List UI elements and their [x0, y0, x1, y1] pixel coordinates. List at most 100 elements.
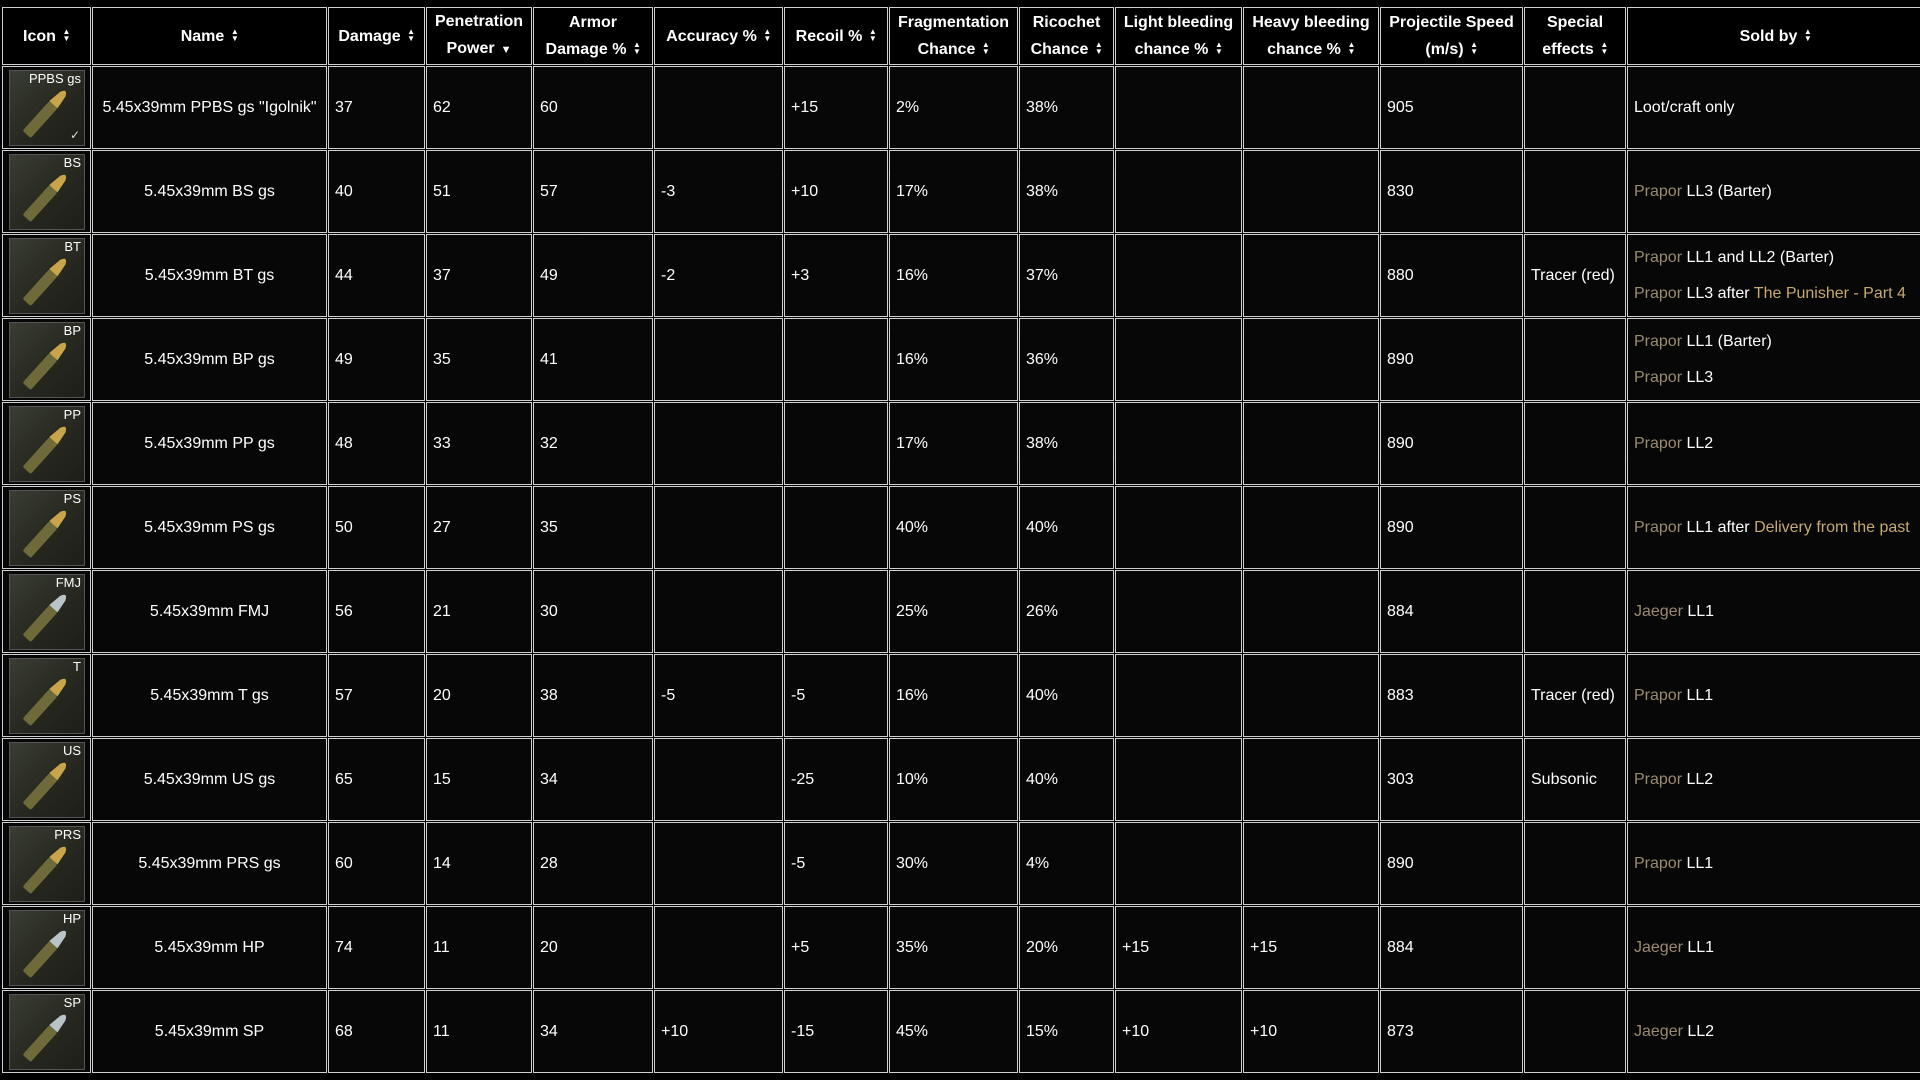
recoil-value	[784, 402, 888, 485]
damage-value: 50	[328, 486, 425, 569]
ammo-name[interactable]: 5.45x39mm T gs	[92, 654, 327, 737]
ammo-name[interactable]: 5.45x39mm SP	[92, 990, 327, 1073]
sort-up-down-icon[interactable]: ▲▼	[1214, 40, 1224, 54]
damage-value: 40	[328, 150, 425, 233]
sort-up-down-icon[interactable]: ▲▼	[632, 40, 642, 54]
ammo-code-label: PPBS gs	[28, 70, 81, 86]
ammo-icon[interactable]: PPBS gs ✓	[9, 69, 85, 146]
ricochet-value: 40%	[1019, 654, 1114, 737]
sort-down-icon[interactable]: ▼	[500, 44, 512, 56]
trader-link[interactable]: Jaeger	[1634, 602, 1683, 620]
bullet-icon	[23, 846, 67, 893]
column-header[interactable]: Armor Damage % ▲▼	[533, 7, 653, 65]
ammo-icon[interactable]: PP	[9, 405, 85, 482]
sort-up-down-icon[interactable]: ▲▼	[1599, 40, 1609, 54]
ammo-icon[interactable]: BS	[9, 153, 85, 230]
trader-link[interactable]: Prapor	[1634, 332, 1683, 350]
trader-link[interactable]: Jaeger	[1634, 938, 1683, 956]
ricochet-value: 40%	[1019, 486, 1114, 569]
sold-by-cell: Prapor LL1 and LL2 (Barter) Prapor LL3 af…	[1627, 234, 1920, 317]
penetration-value: 37	[426, 234, 532, 317]
ammo-table: Icon ▲▼ Name ▲▼ Damage ▲▼ Penetration Power ▼ Arm…	[0, 5, 1920, 1075]
ammo-icon[interactable]: BP	[9, 321, 85, 398]
light-bleeding-value	[1115, 738, 1242, 821]
ammo-name[interactable]: 5.45x39mm PRS gs	[92, 822, 327, 905]
sort-up-down-icon[interactable]: ▲▼	[1094, 40, 1104, 54]
penetration-value: 33	[426, 402, 532, 485]
light-bleeding-value	[1115, 486, 1242, 569]
sort-up-down-icon[interactable]: ▲▼	[61, 26, 71, 41]
recoil-value: +3	[784, 234, 888, 317]
trader-link[interactable]: Prapor	[1634, 518, 1683, 536]
sort-up-down-icon[interactable]: ▲▼	[868, 26, 878, 41]
trader-link[interactable]: Prapor	[1634, 368, 1683, 386]
ammo-icon[interactable]: US	[9, 741, 85, 818]
trader-link[interactable]: Prapor	[1634, 854, 1683, 872]
ammo-name[interactable]: 5.45x39mm BS gs	[92, 150, 327, 233]
column-header[interactable]: Heavy bleeding chance % ▲▼	[1243, 7, 1379, 65]
trader-link[interactable]: Prapor	[1634, 686, 1683, 704]
ammo-icon[interactable]: T	[9, 657, 85, 734]
quest-link[interactable]: Delivery from the past	[1754, 518, 1910, 536]
column-header[interactable]: Special effects ▲▼	[1524, 7, 1626, 65]
column-header[interactable]: Sold by ▲▼	[1627, 7, 1920, 65]
column-header[interactable]: Light bleeding chance % ▲▼	[1115, 7, 1242, 65]
column-header[interactable]: Projectile Speed (m/s) ▲▼	[1380, 7, 1523, 65]
sort-up-down-icon[interactable]: ▲▼	[1346, 40, 1356, 54]
quest-link[interactable]: The Punisher - Part 4	[1753, 284, 1906, 302]
ammo-name[interactable]: 5.45x39mm PP gs	[92, 402, 327, 485]
sort-up-down-icon[interactable]: ▲▼	[1469, 40, 1479, 54]
sort-up-down-icon[interactable]: ▲▼	[1803, 26, 1813, 41]
column-header-label: (m/s)	[1425, 41, 1464, 58]
sort-up-down-icon[interactable]: ▲▼	[762, 26, 772, 41]
column-header[interactable]: Icon ▲▼	[2, 7, 91, 65]
damage-value: 37	[328, 66, 425, 149]
trader-link[interactable]: Prapor	[1634, 284, 1683, 302]
column-header[interactable]: Recoil % ▲▼	[784, 7, 888, 65]
light-bleeding-value	[1115, 822, 1242, 905]
trader-link[interactable]: Prapor	[1634, 182, 1683, 200]
projectile-speed-value: 873	[1380, 990, 1523, 1073]
sold-by-text: LL1	[1682, 686, 1714, 704]
ammo-name[interactable]: 5.45x39mm BT gs	[92, 234, 327, 317]
accuracy-value	[654, 906, 783, 989]
sort-up-down-icon[interactable]: ▲▼	[230, 26, 240, 41]
sort-up-down-icon[interactable]: ▲▼	[406, 26, 416, 41]
ammo-icon[interactable]: FMJ	[9, 573, 85, 650]
armor-damage-value: 49	[533, 234, 653, 317]
column-header-label: Damage	[338, 27, 401, 45]
ammo-name[interactable]: 5.45x39mm HP	[92, 906, 327, 989]
special-effects-value: Tracer (red)	[1524, 234, 1626, 317]
ammo-icon[interactable]: SP	[9, 993, 85, 1070]
trader-link[interactable]: Prapor	[1634, 434, 1683, 452]
icon-cell: BP	[2, 318, 91, 401]
light-bleeding-value	[1115, 654, 1242, 737]
column-header[interactable]: Damage ▲▼	[328, 7, 425, 65]
ammo-icon[interactable]: BT	[9, 237, 85, 314]
sold-by-text: LL2	[1682, 1022, 1715, 1040]
ammo-name[interactable]: 5.45x39mm PPBS gs "Igolnik"	[92, 66, 327, 149]
ammo-name[interactable]: 5.45x39mm PS gs	[92, 486, 327, 569]
column-header[interactable]: Penetration Power ▼	[426, 7, 532, 65]
ammo-name[interactable]: 5.45x39mm US gs	[92, 738, 327, 821]
fragmentation-value: 30%	[889, 822, 1018, 905]
trader-link[interactable]: Prapor	[1634, 248, 1683, 266]
ammo-name[interactable]: 5.45x39mm BP gs	[92, 318, 327, 401]
sort-up-down-icon[interactable]: ▲▼	[981, 40, 991, 54]
column-header[interactable]: Accuracy % ▲▼	[654, 7, 783, 65]
ammo-name[interactable]: 5.45x39mm FMJ	[92, 570, 327, 653]
trader-link[interactable]: Prapor	[1634, 770, 1683, 788]
trader-link[interactable]: Jaeger	[1634, 1022, 1683, 1040]
ammo-icon[interactable]: PRS	[9, 825, 85, 902]
column-header[interactable]: Fragmentation Chance ▲▼	[889, 7, 1018, 65]
column-header-label: Projectile Speed	[1389, 14, 1514, 31]
column-header[interactable]: Ricochet Chance ▲▼	[1019, 7, 1114, 65]
recoil-value: +15	[784, 66, 888, 149]
sold-by-line: Prapor LL3 (Barter)	[1634, 174, 1917, 210]
column-header[interactable]: Name ▲▼	[92, 7, 327, 65]
ammo-icon[interactable]: HP	[9, 909, 85, 986]
armor-damage-value: 32	[533, 402, 653, 485]
ammo-icon[interactable]: PS	[9, 489, 85, 566]
sold-by-cell: Prapor LL1	[1627, 822, 1920, 905]
damage-value: 74	[328, 906, 425, 989]
